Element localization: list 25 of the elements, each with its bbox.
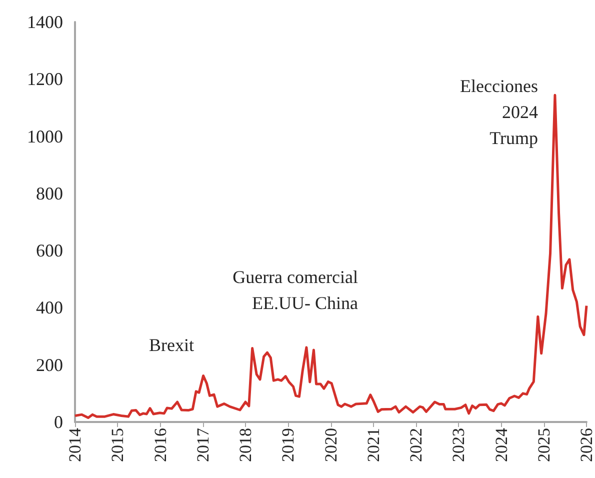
x-tick-label: 2022 — [406, 428, 426, 462]
annotation: Brexit — [149, 335, 194, 355]
line-series — [74, 94, 588, 419]
y-tick-label: 1400 — [27, 12, 63, 32]
y-tick-label: 1200 — [27, 69, 63, 90]
x-tick-label: 2020 — [321, 428, 340, 462]
y-tick-label: 200 — [36, 354, 63, 375]
x-tick-label: 2025 — [534, 428, 554, 462]
x-tick-label: 2024 — [492, 428, 511, 462]
x-tick-label: 2016 — [150, 428, 170, 462]
x-tick-label: 2017 — [193, 428, 212, 462]
y-tick-label: 0 — [54, 412, 63, 432]
x-tick-label: 2023 — [449, 428, 468, 462]
x-tick-label: 2021 — [364, 428, 383, 462]
x-tick-label: 2018 — [236, 428, 255, 462]
x-tick-label: 2019 — [278, 428, 298, 462]
annotation: Elecciones 2024 Trump — [460, 76, 538, 148]
y-tick-label: 800 — [36, 183, 63, 204]
y-tick-label: 1000 — [27, 126, 63, 146]
y-tick-label: 400 — [36, 298, 63, 318]
x-tick-label: 2015 — [108, 428, 128, 462]
x-tick-label: 2014 — [66, 428, 84, 462]
y-tick-label: 600 — [36, 240, 63, 261]
annotation: Guerra comercial EE.UU- China — [232, 267, 358, 313]
x-tick-label: 2026 — [577, 428, 595, 462]
